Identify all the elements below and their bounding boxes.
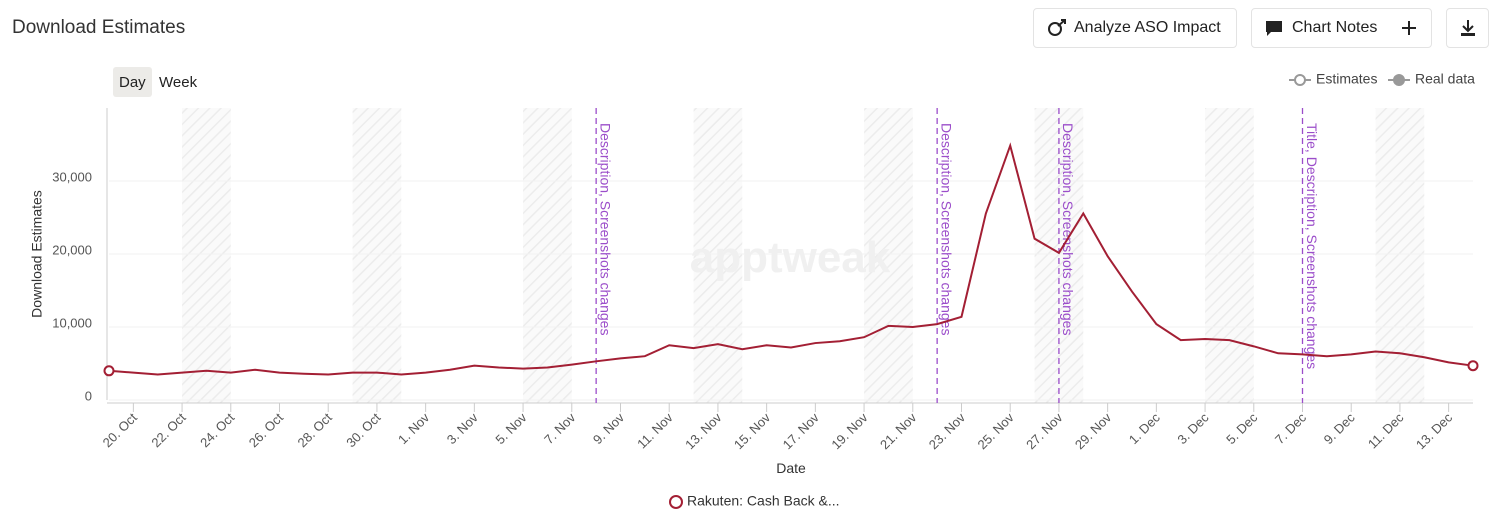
legend-marker xyxy=(1393,74,1405,86)
x-tick-label: 3. Dec xyxy=(1174,410,1212,448)
legend-label: Real data xyxy=(1415,71,1475,87)
x-tick-label: 3. Nov xyxy=(444,410,482,448)
x-tick-label: 9. Nov xyxy=(590,410,628,448)
x-tick-label: 17. Nov xyxy=(780,410,823,453)
x-tick-label: 13. Dec xyxy=(1413,410,1456,453)
add-icon[interactable] xyxy=(1399,18,1419,38)
x-tick-label: 19. Nov xyxy=(828,410,871,453)
x-tick-label: 15. Nov xyxy=(731,410,774,453)
y-tick-label: 0 xyxy=(85,388,92,403)
weekend-band xyxy=(864,108,913,403)
page-title: Download Estimates xyxy=(12,17,186,38)
weekend-band xyxy=(693,108,743,403)
x-tick-label: 11. Nov xyxy=(634,410,676,452)
weekend-band xyxy=(1375,108,1425,403)
x-tick-label: 5. Dec xyxy=(1223,410,1261,448)
chart-notes-button[interactable]: Chart Notes xyxy=(1251,8,1432,48)
x-tick-label: 22. Oct xyxy=(148,410,189,451)
series-line xyxy=(108,142,1474,376)
notes-icon xyxy=(1266,21,1282,36)
week-toggle[interactable]: Week xyxy=(159,73,198,91)
x-axis-title: Date xyxy=(776,460,806,476)
x-tick-label: 9. Dec xyxy=(1321,410,1359,448)
legend-label: Estimates xyxy=(1316,71,1377,87)
weekend-band xyxy=(352,108,402,403)
weekend-band xyxy=(1205,108,1254,403)
x-tick-label: 27. Nov xyxy=(1023,410,1066,453)
x-tick-label: 1. Dec xyxy=(1126,410,1164,448)
end-point xyxy=(1467,360,1479,372)
x-tick-label: 21. Nov xyxy=(877,410,920,453)
x-tick-label: 30. Oct xyxy=(343,410,384,451)
y-tick-label: 10,000 xyxy=(52,315,92,330)
x-tick-label: 29. Nov xyxy=(1072,410,1115,453)
series-legend-label: Rakuten: Cash Back &... xyxy=(687,493,840,509)
x-tick-label: 23. Nov xyxy=(926,410,969,453)
download-icon xyxy=(1460,20,1475,36)
watermark: apptweak xyxy=(690,233,891,282)
chart-notes-label: Chart Notes xyxy=(1292,19,1378,36)
weekend-band xyxy=(182,108,231,403)
analyze-icon xyxy=(1048,19,1066,36)
x-tick-label: 24. Oct xyxy=(197,410,238,451)
series-legend-marker xyxy=(669,495,683,509)
y-axis-title: Download Estimates xyxy=(29,190,45,318)
x-tick-label: 1. Nov xyxy=(395,410,433,448)
weekend-band xyxy=(523,108,572,403)
analyze-button[interactable]: Analyze ASO Impact xyxy=(1033,8,1237,48)
x-tick-label: 28. Oct xyxy=(295,410,336,451)
y-tick-label: 30,000 xyxy=(52,169,92,184)
x-tick-label: 11. Dec xyxy=(1365,410,1407,452)
annotation-text: Description, Screenshots changes xyxy=(597,123,613,335)
x-tick-label: 7. Nov xyxy=(541,410,579,448)
x-tick-label: 7. Dec xyxy=(1272,410,1310,448)
annotation-text: Description, Screenshots changes xyxy=(938,123,954,335)
download-button[interactable] xyxy=(1446,8,1489,48)
analyze-label: Analyze ASO Impact xyxy=(1074,19,1221,36)
x-tick-label: 5. Nov xyxy=(492,410,530,448)
annotation-text: Title, Description, Screenshots changes xyxy=(1304,123,1320,369)
annotation-text: Description, Screenshots changes xyxy=(1060,123,1076,335)
x-tick-label: 25. Nov xyxy=(974,410,1017,453)
day-toggle[interactable]: Day xyxy=(113,67,152,97)
x-tick-label: 13. Nov xyxy=(682,410,725,453)
end-point xyxy=(103,365,115,377)
y-tick-label: 20,000 xyxy=(52,242,92,257)
x-tick-label: 20. Oct xyxy=(100,410,141,451)
legend-marker xyxy=(1294,74,1306,86)
x-tick-label: 26. Oct xyxy=(246,410,287,451)
